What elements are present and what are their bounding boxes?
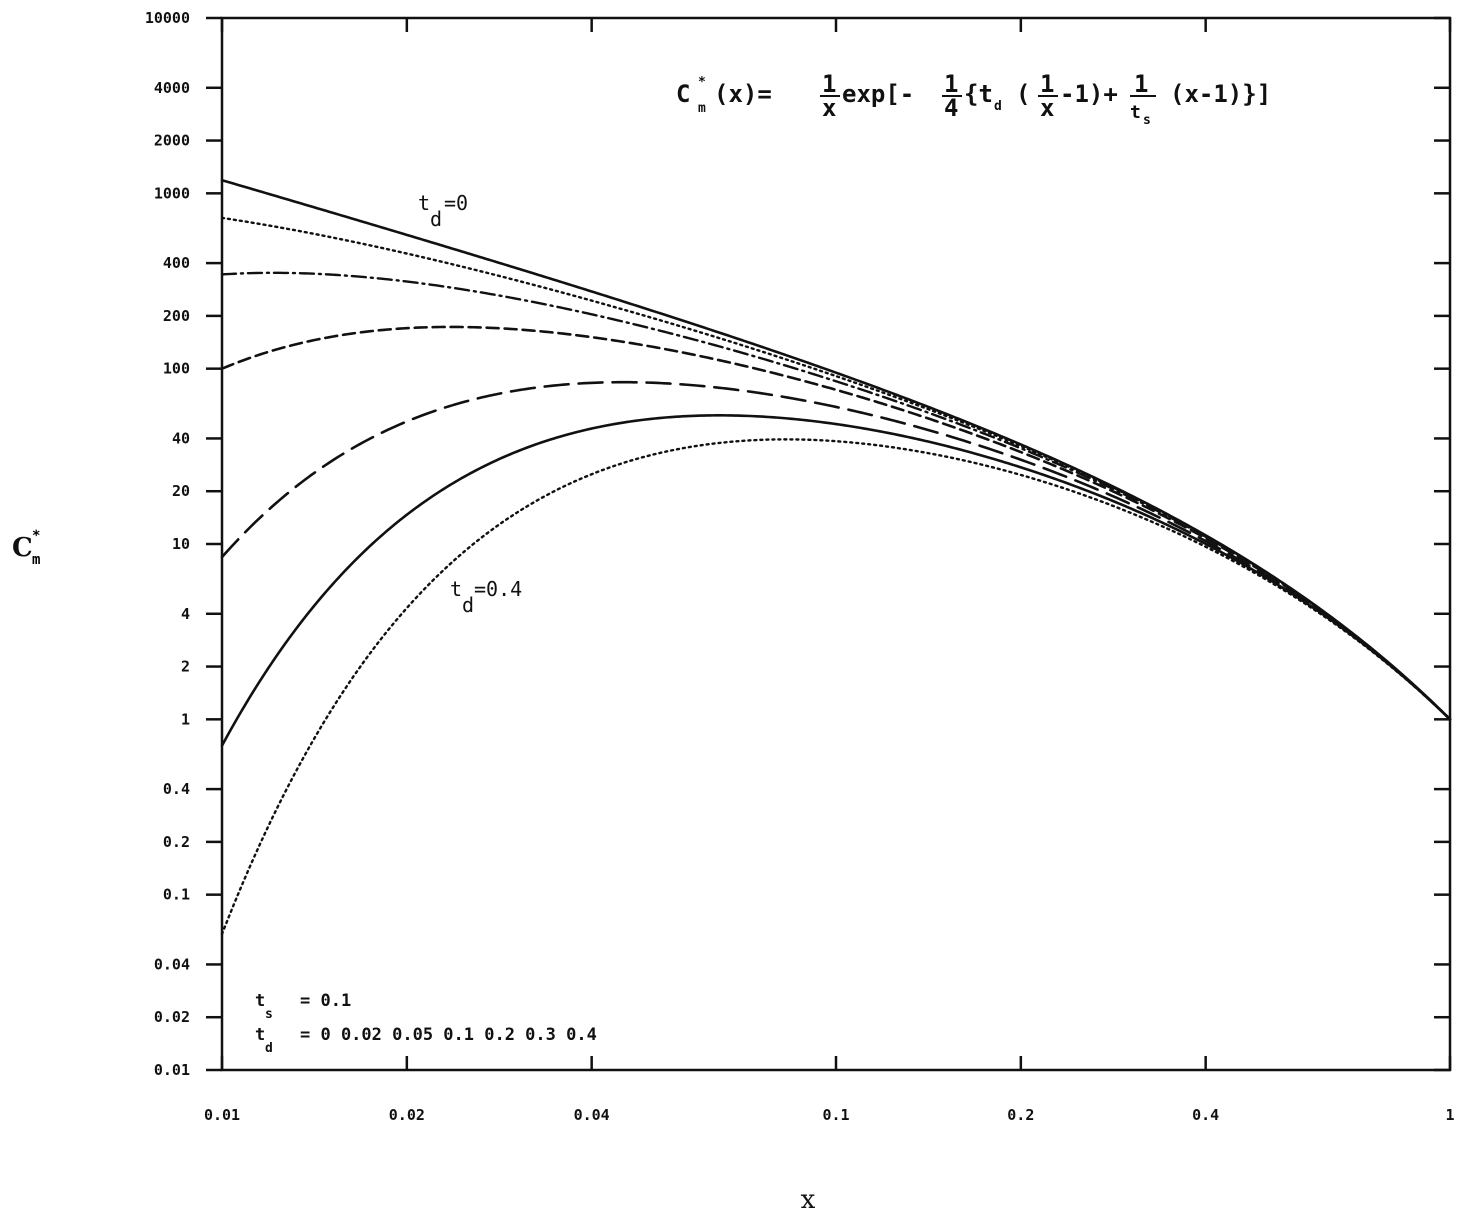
param-ts-sub: s	[265, 1007, 273, 1022]
y-axis-label-sub: m	[32, 552, 40, 568]
y-tick-label: 100	[163, 360, 190, 378]
curve-td-0	[220, 178, 1452, 721]
curve-td-0_05	[220, 271, 1452, 721]
curve-td-0_2	[220, 380, 1452, 721]
formula-frac1-num: 1	[822, 70, 836, 98]
y-tick-label: 10000	[145, 9, 190, 27]
y-tick-label: 1000	[154, 184, 190, 202]
y-tick-label: 0.02	[154, 1008, 190, 1026]
y-tick-label: 2000	[154, 132, 190, 150]
y-tick-label: 4000	[154, 79, 190, 97]
y-tick-label: 2	[181, 658, 190, 676]
y-axis-label-sup: *	[32, 528, 40, 544]
x-tick-label: 0.01	[204, 1106, 240, 1124]
formula-lhs-sub: m	[698, 101, 706, 116]
y-tick-label: 0.2	[163, 833, 190, 851]
formula-exp-open: exp[-	[842, 80, 914, 108]
formula-lhs-main: C	[676, 80, 690, 108]
param-td-label: t	[255, 1025, 265, 1045]
annotation-td-04-value: =0.4	[474, 577, 522, 601]
annotation-td-04-sub: d	[462, 593, 474, 617]
annotation-td-0-t: t	[418, 191, 430, 215]
formula-brace-open: {t	[964, 80, 993, 108]
curve-td-0_4	[220, 438, 1452, 936]
parameter-legend: t s = 0.1 t d = 0 0.02 0.05 0.1 0.2 0.3 …	[255, 991, 597, 1056]
y-tick-label: 0.4	[163, 780, 190, 798]
formula-frac3-num: 1	[1040, 70, 1054, 98]
x-tick-label: 0.04	[574, 1106, 610, 1124]
formula-frac1-den: x	[822, 94, 836, 122]
y-tick-label: 10	[172, 535, 190, 553]
y-tick-label: 200	[163, 307, 190, 325]
y-axis-label: C * m	[12, 528, 40, 568]
formula-lhs-sup: *	[698, 75, 706, 90]
annotation-td-0: t d =0	[418, 191, 468, 231]
y-tick-label: 1	[181, 710, 190, 728]
formula: C * m (x)= 1 x exp[- 1 4 {t d ( 1 x -1)+…	[676, 70, 1271, 128]
x-tick-label: 1	[1445, 1106, 1454, 1124]
annotation-td-0-value: =0	[444, 191, 468, 215]
x-tick-label: 0.02	[389, 1106, 425, 1124]
formula-minus-one: -1)+	[1060, 80, 1118, 108]
x-tick-label: 0.1	[822, 1106, 849, 1124]
y-axis-label-main: C	[12, 533, 33, 563]
y-tick-label: 0.01	[154, 1061, 190, 1079]
y-tick-label: 20	[172, 482, 190, 500]
annotation-td-04: t d =0.4	[450, 577, 522, 617]
curve-td-0_1	[220, 325, 1452, 721]
x-axis-label: x	[801, 1185, 816, 1215]
y-tick-label: 0.1	[163, 886, 190, 904]
annotation-td-0-sub: d	[430, 207, 442, 231]
x-tick-label: 0.2	[1007, 1106, 1034, 1124]
tick-labels: 0.01 0.02 0.04 0.1 0.2 0.4 1 0.01 0.02 0.04 0.1 0.2…	[145, 9, 1455, 1124]
param-td-sub: d	[265, 1041, 273, 1056]
formula-frac2-den: 4	[944, 94, 958, 122]
y-tick-label: 400	[163, 254, 190, 272]
y-tick-label: 0.04	[154, 955, 190, 973]
y-tick-label: 4	[181, 605, 190, 623]
formula-frac4-den-t: t	[1130, 102, 1141, 123]
formula-frac4-num: 1	[1134, 70, 1148, 98]
x-tick-label: 0.4	[1192, 1106, 1219, 1124]
formula-frac3-den: x	[1040, 94, 1054, 122]
formula-lhs-arg: (x)=	[714, 80, 772, 108]
formula-tail: (x-1)}]	[1170, 80, 1271, 108]
param-ts-label: t	[255, 991, 265, 1011]
param-td-values: = 0 0.02 0.05 0.1 0.2 0.3 0.4	[300, 1025, 597, 1045]
curves-group	[220, 178, 1452, 936]
formula-td-sub: d	[994, 99, 1002, 114]
formula-ts-sub: s	[1143, 113, 1151, 128]
plot-frame	[220, 16, 1452, 1072]
formula-paren-open: (	[1016, 80, 1030, 108]
param-ts-value: = 0.1	[300, 991, 351, 1011]
annotation-td-04-t: t	[450, 577, 462, 601]
y-tick-label: 40	[172, 429, 190, 447]
plot-axes	[206, 16, 1452, 1072]
curve-td-0_02	[220, 216, 1452, 721]
curve-td-0_3	[220, 414, 1452, 747]
formula-frac2-num: 1	[944, 70, 958, 98]
